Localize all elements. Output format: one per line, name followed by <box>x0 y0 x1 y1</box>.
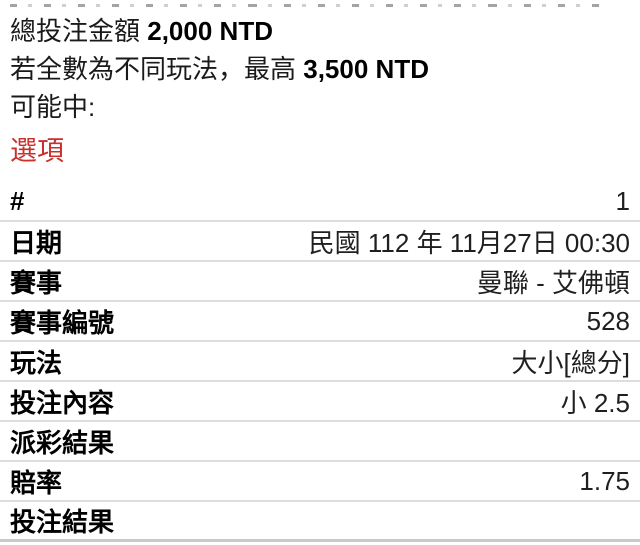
row-value: 大小[總分] <box>511 347 630 378</box>
row-value: 小 2.5 <box>560 387 630 418</box>
row-label: 玩法 <box>10 347 63 378</box>
table-row-match: 賽事 曼聯 - 艾佛頓 <box>0 262 640 302</box>
row-label: 派彩結果 <box>10 427 115 458</box>
table-row-play-type: 玩法 大小[總分] <box>0 342 640 382</box>
table-row-payout-result: 派彩結果 <box>0 422 640 462</box>
table-row-date: 日期 民國 112 年 11月27日 00:30 <box>0 222 640 262</box>
table-row-bet-result: 投注結果 <box>0 502 640 542</box>
row-label: 投注結果 <box>10 507 115 537</box>
row-value: 1 <box>615 185 630 216</box>
row-label: 日期 <box>10 227 63 258</box>
total-stake-value: 2,000 NTD <box>147 16 273 46</box>
table-row-number: # 1 <box>0 182 640 222</box>
row-value: 1.75 <box>579 465 630 496</box>
row-label: 賠率 <box>10 467 63 498</box>
section-title-options: 選項 <box>10 136 64 166</box>
row-value: 民國 112 年 11月27日 00:30 <box>308 227 630 258</box>
row-label: 賽事 <box>10 267 63 298</box>
row-label: 賽事編號 <box>10 307 115 338</box>
possible-win-line: 可能中: <box>0 88 640 126</box>
selection-detail-table: # 1 日期 民國 112 年 11月27日 00:30 賽事 曼聯 - 艾佛頓… <box>0 182 640 542</box>
clipped-text-fragments <box>10 0 600 8</box>
row-value: 曼聯 - 艾佛頓 <box>476 267 630 298</box>
possible-win-label: 可能中: <box>10 92 96 122</box>
total-stake-line: 總投注金額 2,000 NTD <box>0 12 640 50</box>
row-label: # <box>10 185 25 216</box>
row-label: 投注內容 <box>10 387 115 418</box>
total-stake-label: 總投注金額 <box>10 16 141 46</box>
max-win-prefix: 若全數為不同玩法，最高 <box>10 54 297 84</box>
table-row-bet-content: 投注內容 小 2.5 <box>0 382 640 422</box>
max-win-line: 若全數為不同玩法，最高 3,500 NTD <box>0 50 640 88</box>
table-row-match-number: 賽事編號 528 <box>0 302 640 342</box>
row-value: 528 <box>586 305 630 336</box>
table-row-odds: 賠率 1.75 <box>0 462 640 502</box>
max-win-value: 3,500 NTD <box>303 54 429 84</box>
